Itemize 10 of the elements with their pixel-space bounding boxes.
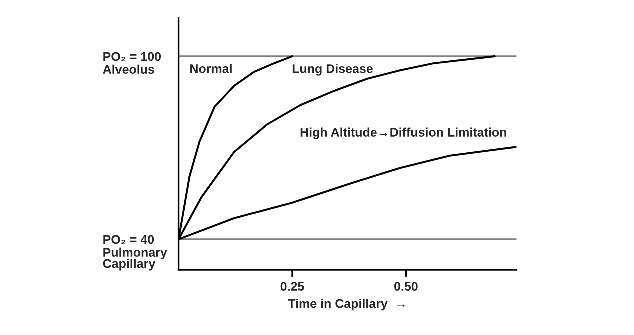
text: Alveolus <box>103 64 154 74</box>
x-tick-label: 0.25 <box>280 282 304 291</box>
series-label: High Altitude→Diffusion Limitation <box>300 128 506 140</box>
y-tick-label: PO₂ = 100 <box>104 52 162 62</box>
series-label: Normal <box>190 64 232 74</box>
x-axis-title: Time in Capillary → <box>288 299 405 311</box>
y-tick-label: PO₂ = 40 <box>104 235 154 244</box>
x-tick-label: 0.50 <box>394 282 418 291</box>
text: Pulmonary Capillary <box>103 248 168 271</box>
series-label: Lung Disease <box>292 64 373 76</box>
